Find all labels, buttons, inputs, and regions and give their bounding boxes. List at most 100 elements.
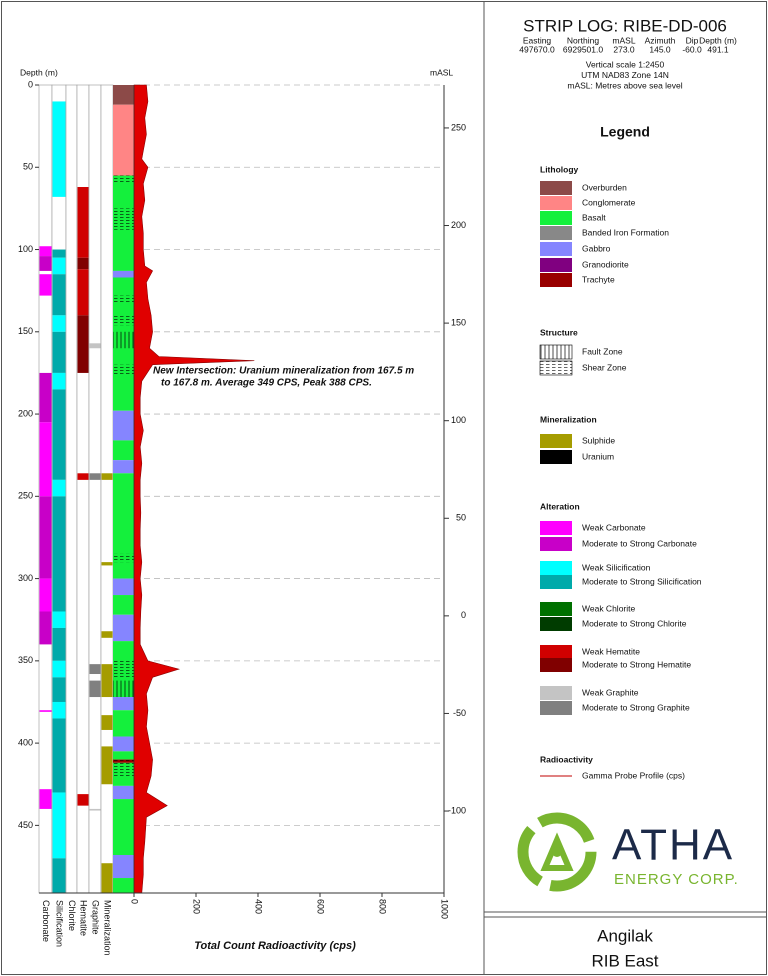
legend-swatch	[540, 242, 572, 256]
annotation: New Intersection: Uranium mineralization…	[153, 366, 414, 377]
column-label: Mineralization	[103, 900, 113, 956]
alteration-interval	[52, 677, 66, 702]
legend-swatch	[539, 344, 573, 360]
structure-interval	[113, 331, 134, 349]
legend-swatch	[540, 537, 572, 551]
y-tick-label: 150	[18, 326, 33, 336]
legend-swatch	[540, 602, 572, 616]
legend-label: Weak Carbonate	[582, 522, 646, 532]
legend-label: Moderate to Strong Silicification	[582, 576, 702, 586]
y-tick-label: 400	[18, 737, 33, 747]
legend-label: Granodiorite	[582, 259, 629, 269]
legend-swatch	[540, 561, 572, 575]
y-tick-label: 50	[23, 162, 33, 172]
legend-section-title: Lithology	[540, 164, 579, 174]
lithology-interval	[113, 440, 134, 461]
legend-label: Moderate to Strong Graphite	[582, 702, 690, 712]
legend-label: Trachyte	[582, 274, 615, 284]
lithology-interval	[113, 473, 134, 579]
alteration-interval	[77, 315, 89, 373]
x-tick-label: 800	[378, 899, 388, 914]
alteration-interval	[52, 315, 66, 332]
alteration-interval	[39, 274, 52, 296]
alteration-interval	[101, 631, 113, 638]
y-tick-label: 300	[18, 573, 33, 583]
header-value: 497670.0	[519, 44, 555, 54]
alteration-interval	[39, 496, 52, 579]
alteration-interval	[89, 473, 101, 480]
y-tick-label: 450	[18, 820, 33, 830]
y2-tick-label: 0	[461, 610, 466, 620]
legend-label: Banded Iron Formation	[582, 227, 669, 237]
info-panel: STRIP LOG: RIBE-DD-006 Legend ATHA ENERG…	[517, 16, 738, 970]
alteration-interval	[39, 246, 52, 257]
alteration-interval	[52, 479, 66, 497]
column-label: Hematite	[79, 900, 89, 936]
header-column: mASL	[612, 35, 635, 45]
footer-project: Angilak	[597, 926, 653, 945]
legend-swatch	[540, 196, 572, 210]
y2-tick-label: 100	[451, 415, 466, 425]
lithology-interval	[113, 799, 134, 855]
header-value: 491.1	[707, 44, 729, 54]
legend-swatch	[540, 211, 572, 225]
structure-interval	[113, 295, 134, 303]
alteration-interval	[89, 680, 101, 698]
header-column: Northing	[567, 35, 599, 45]
y2-tick-label: -50	[453, 708, 466, 718]
legend-title: Legend	[600, 124, 650, 140]
gamma-profile	[133, 84, 255, 894]
alteration-interval	[39, 422, 52, 497]
y-tick-label: 0	[28, 79, 33, 89]
alteration-interval	[89, 664, 101, 675]
structure-interval	[113, 759, 134, 777]
alteration-interval	[77, 257, 89, 270]
alteration-interval	[77, 473, 89, 480]
legend-label: Shear Zone	[582, 362, 627, 372]
y2-tick-label: -100	[448, 805, 466, 815]
legend-label: Moderate to Strong Chlorite	[582, 618, 687, 628]
legend-swatch	[540, 258, 572, 272]
logo-ring	[517, 812, 597, 892]
legend-label: Weak Chlorite	[582, 603, 635, 613]
legend-swatch	[540, 658, 572, 672]
structure-interval	[113, 208, 134, 230]
x-tick-label: 600	[316, 899, 326, 914]
alteration-interval	[52, 257, 66, 275]
structure-interval	[113, 175, 134, 184]
logo-triangle	[540, 832, 574, 871]
column-frame	[88, 84, 102, 894]
alteration-interval	[52, 858, 66, 893]
alteration-interval	[101, 863, 113, 893]
legend-swatch	[539, 360, 573, 376]
alteration-interval	[52, 274, 66, 316]
y-tick-label: 250	[18, 491, 33, 501]
column-label: Chlorite	[67, 900, 77, 931]
alteration-interval	[101, 473, 113, 480]
plot: Carbonate Silicification Chlorite Hematite G…	[18, 67, 466, 955]
alteration-interval	[52, 627, 66, 661]
footer-area: RIB East	[591, 951, 658, 970]
legend-label: Overburden	[582, 182, 627, 192]
lithology-interval	[113, 270, 134, 278]
alteration-interval	[52, 701, 66, 719]
alteration-interval	[39, 611, 52, 645]
column-label: Carbonate	[41, 900, 51, 942]
alteration-interval	[52, 611, 66, 628]
alteration-interval	[101, 664, 113, 698]
header-value: 6929501.0	[563, 44, 603, 54]
legend-swatch	[540, 575, 572, 589]
legend-swatch	[540, 450, 572, 464]
header-note: Vertical scale 1:2450	[586, 59, 665, 69]
header-value: 145.0	[649, 44, 671, 54]
alteration-interval	[89, 808, 101, 811]
alteration-interval	[77, 269, 89, 316]
alteration-interval	[52, 101, 66, 197]
alteration-interval	[39, 710, 52, 712]
alteration-interval	[89, 343, 101, 349]
alteration-interval	[52, 249, 66, 258]
legend-swatch	[540, 701, 572, 715]
header-note: mASL: Metres above sea level	[567, 80, 682, 90]
